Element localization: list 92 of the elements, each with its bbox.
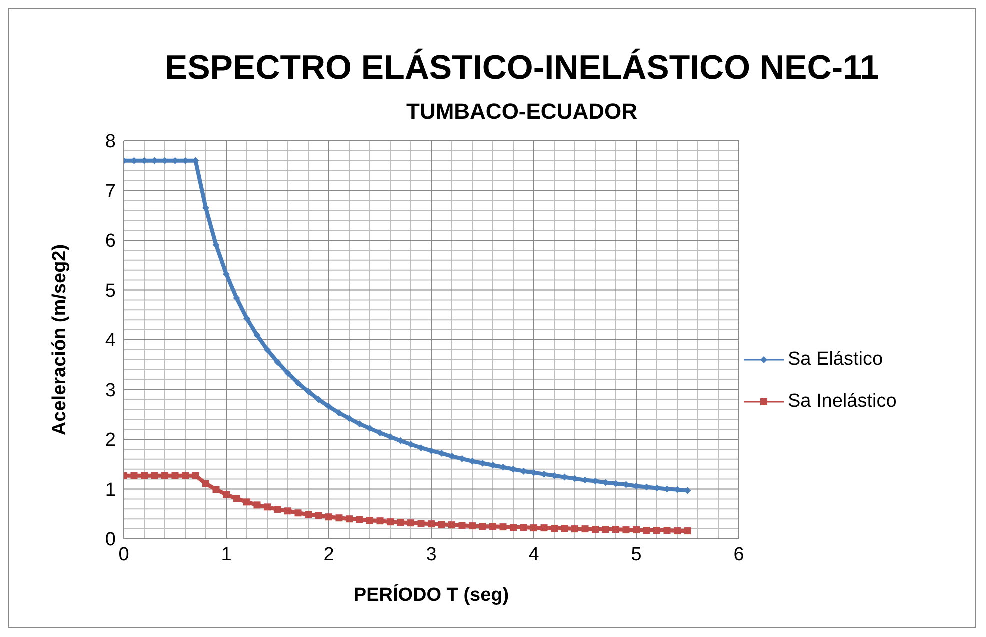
chart-title: ESPECTRO ELÁSTICO-INELÁSTICO NEC-11 [164, 49, 880, 88]
point [510, 524, 517, 532]
point [592, 526, 599, 534]
point [356, 516, 364, 524]
point [233, 495, 240, 502]
x-tick-label: 5 [631, 544, 642, 566]
x-tick-label: 4 [528, 544, 540, 566]
point [387, 518, 394, 526]
legend-label: Sa Inelástico [788, 391, 897, 413]
point [305, 388, 312, 396]
point [346, 415, 353, 422]
point [530, 524, 538, 532]
x-tick-label: 6 [734, 544, 744, 566]
point [172, 472, 179, 480]
point [294, 380, 302, 387]
point [294, 510, 302, 517]
point [520, 524, 528, 532]
point [264, 346, 271, 354]
point [418, 520, 425, 528]
point [458, 522, 466, 530]
point [151, 472, 158, 480]
x-tick-label: 3 [426, 544, 437, 566]
point [326, 514, 332, 521]
point [212, 486, 220, 494]
legend-label: Sa Elástico [788, 349, 884, 371]
point [376, 430, 384, 437]
x-axis-title: PERÍODO T (seg) [354, 584, 510, 606]
x-tick-label: 2 [324, 544, 334, 566]
point [684, 528, 692, 535]
point [612, 526, 620, 534]
point [674, 528, 681, 535]
point [356, 420, 364, 428]
point [572, 526, 578, 533]
point [182, 472, 189, 480]
point [540, 524, 548, 532]
point [500, 524, 507, 531]
x-tick-label: 0 [118, 544, 130, 566]
point [366, 425, 374, 432]
y-tick-label: 0 [105, 530, 116, 551]
point [274, 358, 282, 366]
point [582, 526, 589, 533]
y-tick-label: 2 [105, 430, 116, 452]
point [254, 502, 261, 509]
point [438, 521, 446, 528]
chart-subtitle: TUMBACO-ECUADOR [406, 99, 638, 125]
y-tick-label: 4 [105, 330, 116, 352]
point [428, 520, 435, 528]
point [202, 480, 210, 488]
point [551, 525, 558, 532]
point [346, 516, 353, 523]
point [264, 504, 271, 511]
point [305, 511, 312, 518]
y-tick-label: 7 [105, 181, 116, 202]
point [448, 522, 456, 529]
point [130, 472, 138, 480]
point [376, 518, 384, 525]
point [397, 519, 404, 526]
point [274, 506, 282, 514]
point [479, 523, 486, 530]
y-tick-label: 6 [105, 231, 116, 252]
point [664, 527, 671, 534]
point [223, 491, 230, 498]
point [315, 396, 322, 404]
point [244, 315, 250, 322]
point [244, 498, 250, 506]
point [315, 512, 322, 520]
point [408, 440, 414, 448]
point [284, 508, 292, 515]
y-tick-label: 5 [105, 280, 116, 302]
point [561, 525, 568, 532]
point [336, 410, 343, 417]
point [622, 526, 630, 534]
point [643, 527, 650, 534]
point [366, 517, 374, 524]
point [192, 472, 200, 480]
y-tick-label: 1 [105, 480, 116, 501]
point [141, 472, 148, 480]
point [633, 526, 640, 534]
point [284, 370, 292, 377]
point [254, 332, 261, 340]
y-tick-label: 8 [105, 132, 116, 153]
point [336, 514, 343, 522]
point [490, 523, 496, 530]
point [162, 472, 168, 480]
point [233, 294, 240, 302]
point [326, 403, 332, 410]
point [408, 520, 414, 527]
y-axis-title: Aceleración (m/seg2) [50, 244, 71, 436]
x-tick-label: 1 [221, 544, 232, 566]
point [387, 434, 394, 441]
point [469, 522, 476, 530]
y-tick-label: 3 [105, 380, 116, 402]
